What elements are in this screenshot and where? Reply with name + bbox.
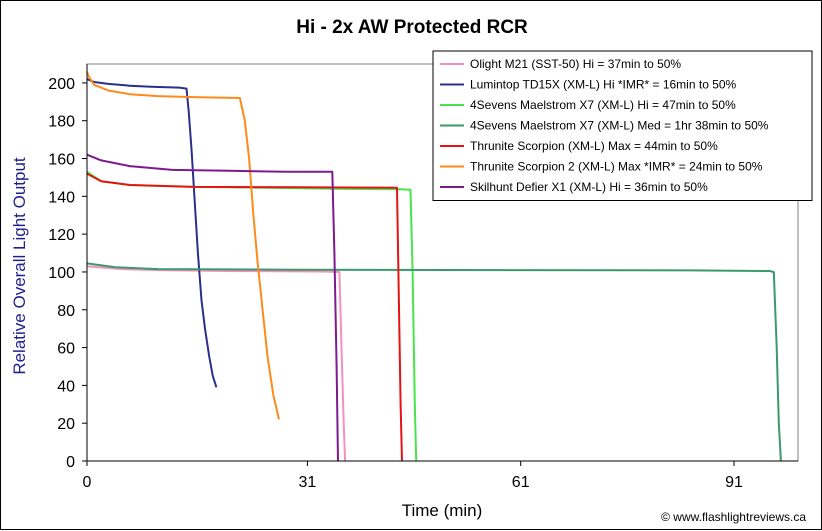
x-axis-ticks: 0 31 61 91	[83, 461, 743, 491]
y-tick-label: 0	[66, 454, 75, 471]
series-line-6	[86, 71, 280, 420]
y-tick-label: 120	[48, 227, 75, 244]
legend: Olight M21 (SST-50) Hi = 37min to 50% Lum…	[432, 50, 813, 201]
legend-entry: Thrunite Scorpion 2 (XM-L) Max *IMR* = 2…	[470, 160, 763, 174]
series-line-4	[86, 262, 782, 462]
legend-entry: Skilhunt Defier X1 (XM-L) Hi = 36min to …	[470, 180, 708, 194]
legend-entry: 4Sevens Maelstrom X7 (XM-L) Hi = 47min t…	[470, 98, 736, 112]
series-line-1	[86, 265, 347, 462]
legend-entry: Olight M21 (SST-50) Hi = 37min to 50%	[470, 57, 681, 71]
y-tick-label: 20	[57, 416, 75, 433]
y-tick-label: 100	[48, 265, 75, 282]
y-tick-label: 40	[57, 378, 75, 395]
series-lines	[86, 71, 782, 462]
y-tick-label: 60	[57, 341, 75, 358]
legend-entry: Thrunite Scorpion (XM-L) Max = 44min to …	[470, 139, 718, 153]
y-tick-label: 140	[48, 189, 75, 206]
x-tick-label: 61	[512, 474, 530, 491]
chart-title: Hi - 2x AW Protected RCR	[296, 17, 528, 38]
y-tick-label: 160	[48, 152, 75, 169]
x-tick-label: 91	[725, 474, 743, 491]
credit-text: © www.flashlightreviews.ca	[661, 510, 806, 524]
y-tick-label: 200	[48, 76, 75, 93]
x-axis-label: Time (min)	[402, 501, 483, 520]
series-line-5	[86, 172, 403, 462]
x-tick-label: 31	[299, 474, 317, 491]
series-line-2	[86, 78, 218, 388]
series-line-7	[86, 153, 339, 462]
y-tick-label: 180	[48, 114, 75, 131]
legend-entry: Lumintop TD15X (XM-L) Hi *IMR* = 16min t…	[470, 78, 737, 92]
legend-entry: 4Sevens Maelstrom X7 (XM-L) Med = 1hr 38…	[470, 119, 769, 133]
y-axis-label: Relative Overall Light Output	[10, 157, 29, 375]
legend-box	[432, 50, 813, 201]
x-tick-label: 0	[83, 474, 92, 491]
y-axis-ticks: 0 20 40 60 80 100 120 140 160 180 200	[48, 76, 87, 471]
y-tick-label: 80	[57, 303, 75, 320]
